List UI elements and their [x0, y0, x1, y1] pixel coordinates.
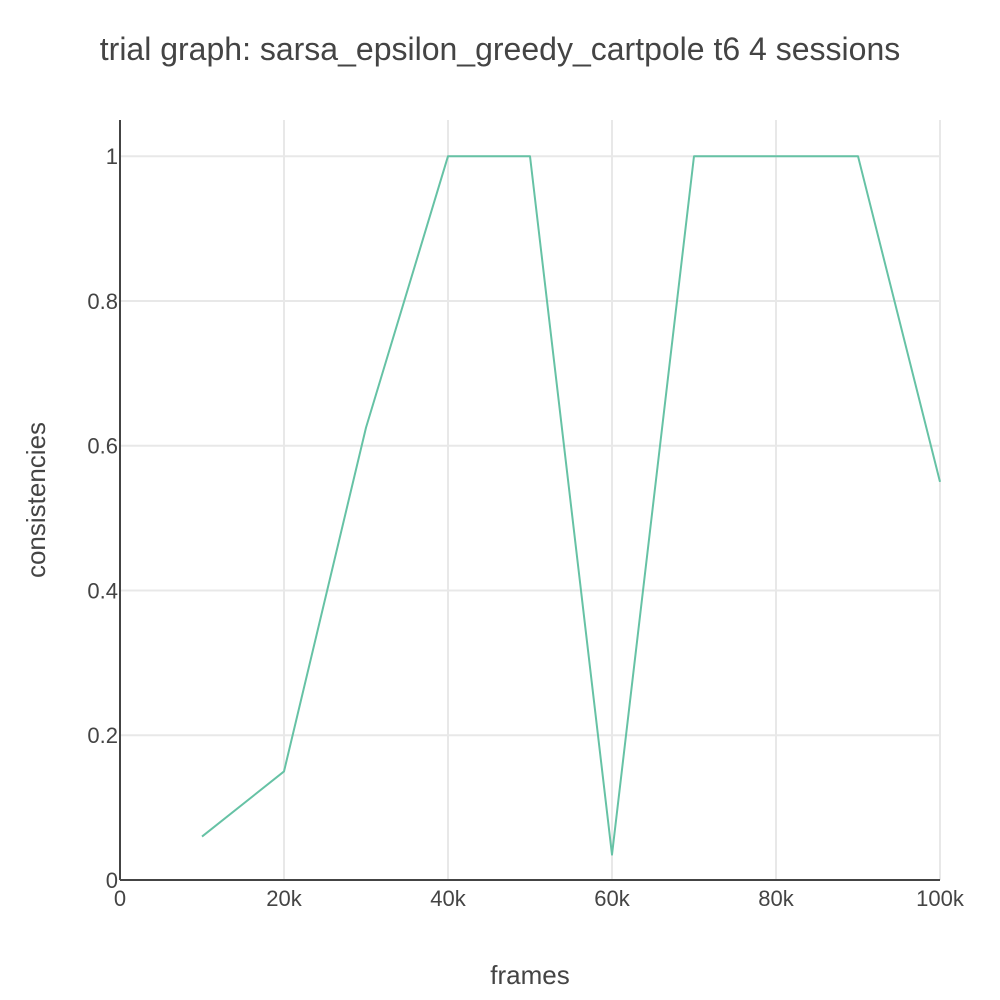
- axes: [119, 120, 940, 881]
- y-tick-label: 0.2: [87, 723, 118, 748]
- y-tick-label: 1: [106, 144, 118, 169]
- chart-title: trial graph: sarsa_epsilon_greedy_cartpo…: [100, 31, 900, 67]
- y-tick-label: 0.8: [87, 289, 118, 314]
- y-tick-label: 0: [106, 868, 118, 893]
- x-tick-label: 20k: [266, 886, 302, 911]
- x-tick-label: 0: [114, 886, 126, 911]
- y-tick-label: 0.6: [87, 434, 118, 459]
- x-tick-label: 40k: [430, 886, 466, 911]
- x-tick-label: 60k: [594, 886, 630, 911]
- y-tick-label: 0.4: [87, 578, 118, 603]
- series-lines: [201, 155, 941, 856]
- x-tick-label: 80k: [758, 886, 794, 911]
- x-tick-label: 100k: [916, 886, 965, 911]
- y-axis-label: consistencies: [21, 422, 51, 578]
- tick-labels: 0 20k 40k 60k 80k 100k 0 0.2 0.4 0.6 0.8 1: [87, 144, 964, 911]
- x-axis-label: frames: [490, 960, 569, 990]
- series-line: [201, 155, 941, 856]
